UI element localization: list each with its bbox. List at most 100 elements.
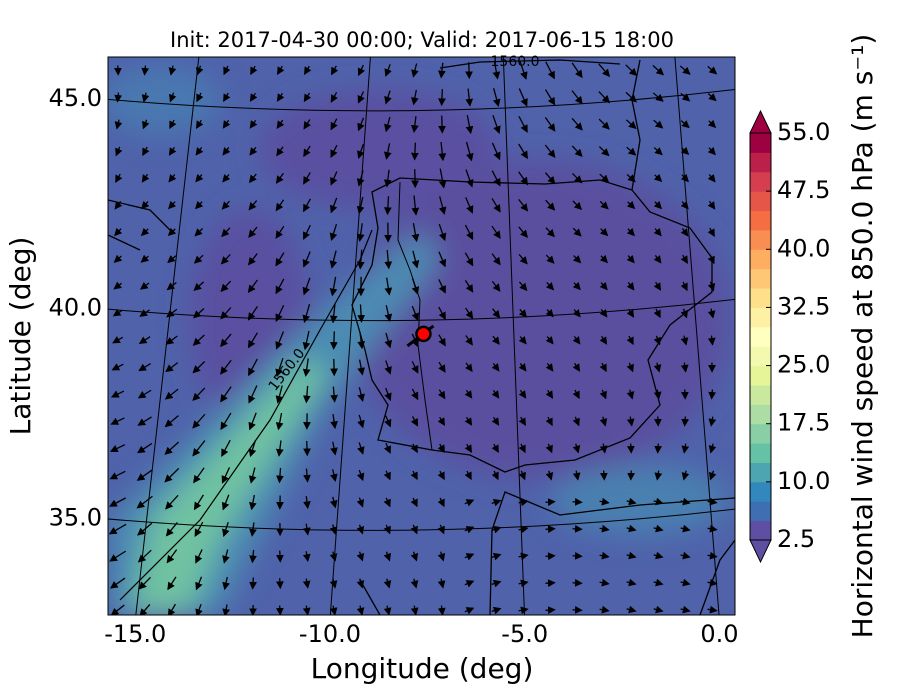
wind-arrow <box>137 549 152 563</box>
wind-arrow <box>518 606 529 615</box>
wind-arrow <box>680 281 688 292</box>
wind-arrow <box>626 524 637 533</box>
wind-arrow <box>248 385 258 404</box>
wind-arrow <box>438 334 446 347</box>
wind-arrow <box>330 469 338 482</box>
wind-arrow <box>708 443 717 454</box>
coastline <box>108 59 735 615</box>
wind-arrow <box>626 443 635 454</box>
wind-arrow <box>111 363 124 371</box>
wind-arrow <box>410 497 418 508</box>
x-tick-label: -5.0 <box>501 620 548 648</box>
colorbar-band <box>750 229 771 250</box>
wind-arrow <box>572 308 581 318</box>
wind-arrow <box>464 553 475 561</box>
wind-arrow <box>571 90 583 105</box>
wind-arrow <box>438 251 447 268</box>
wind-arrow <box>707 497 718 506</box>
colorbar-band <box>750 152 771 173</box>
wind-arrow <box>545 362 554 372</box>
wind-arrow <box>518 525 529 534</box>
wind-arrow <box>168 65 177 76</box>
colorbar-band <box>750 443 771 463</box>
wind-arrow <box>626 308 635 318</box>
wind-arrow <box>109 497 127 507</box>
wind-arrow <box>653 578 664 587</box>
wind-arrow <box>653 281 662 291</box>
colorbar-band <box>750 365 771 386</box>
wind-arrow <box>571 145 583 158</box>
wind-arrow <box>598 118 610 130</box>
contour <box>439 59 621 69</box>
wind-arrow <box>625 119 637 130</box>
wind-arrow <box>193 494 204 511</box>
wind-arrow <box>680 120 690 129</box>
wind-arrow <box>464 252 474 267</box>
wind-arrow <box>220 412 232 431</box>
wind-arrow <box>303 172 311 185</box>
wind-arrow <box>653 605 664 614</box>
wind-arrow <box>195 576 203 591</box>
wind-arrow <box>572 255 582 264</box>
wind-arrow <box>250 65 258 76</box>
wind-arrow <box>136 495 153 509</box>
wind-arrow <box>411 169 419 189</box>
wind-arrow <box>222 576 230 591</box>
wind-arrow <box>223 92 231 103</box>
wind-arrow <box>196 65 204 76</box>
wind-arrow <box>518 470 526 481</box>
wind-arrow <box>518 198 529 212</box>
wind-arrow <box>276 92 285 102</box>
wind-arrow <box>356 223 365 242</box>
wind-arrow <box>249 119 258 129</box>
wind-arrow <box>626 551 637 560</box>
wind-arrow <box>654 443 663 454</box>
wind-arrow <box>410 605 419 615</box>
wind-arrow <box>110 390 125 398</box>
wind-arrow <box>572 281 581 291</box>
wind-arrow <box>275 304 285 322</box>
wind-arrow <box>654 470 663 481</box>
wind-arrow <box>383 524 391 535</box>
wind-arrow <box>247 253 258 266</box>
wind-arrow <box>275 412 284 431</box>
wind-arrow <box>248 412 257 431</box>
wind-arrow <box>249 494 257 511</box>
wind-arrow <box>222 147 231 156</box>
wind-arrow <box>383 143 392 160</box>
wind-arrow <box>383 196 392 216</box>
wind-arrow <box>112 336 124 344</box>
wind-arrow <box>626 389 635 400</box>
wind-arrow <box>680 308 688 319</box>
wind-arrow <box>491 579 502 588</box>
wind-arrow <box>194 227 204 237</box>
wind-arrow <box>411 278 420 295</box>
wind-arrow <box>545 552 556 561</box>
wind-arrow <box>357 91 365 104</box>
colorbar-band <box>750 501 771 522</box>
wind-arrow <box>220 359 232 375</box>
wind-arrow <box>330 118 338 131</box>
wind-arrow <box>707 578 718 587</box>
wind-arrow <box>222 521 230 538</box>
wind-arrow <box>626 416 635 427</box>
wind-arrow <box>384 249 393 270</box>
wind-arrow <box>165 335 178 345</box>
colorbar-band <box>750 326 771 347</box>
wind-arrow <box>411 142 419 161</box>
wind-arrow <box>221 200 230 210</box>
wind-arrow <box>195 603 203 615</box>
colorbar-tick-label: 10.0 <box>777 467 830 495</box>
wind-arrow <box>276 467 284 484</box>
wind-arrow <box>383 605 392 615</box>
colorbar-band <box>750 462 771 483</box>
wind-arrow <box>302 385 311 404</box>
wind-arrow <box>329 605 338 615</box>
wind-arrow <box>599 227 609 237</box>
wind-arrow <box>165 494 179 510</box>
wind-arrow <box>277 65 285 75</box>
wind-arrow <box>384 387 392 402</box>
wind-arrow <box>357 331 366 350</box>
wind-arrow <box>437 524 445 535</box>
wind-arrow <box>247 306 259 321</box>
